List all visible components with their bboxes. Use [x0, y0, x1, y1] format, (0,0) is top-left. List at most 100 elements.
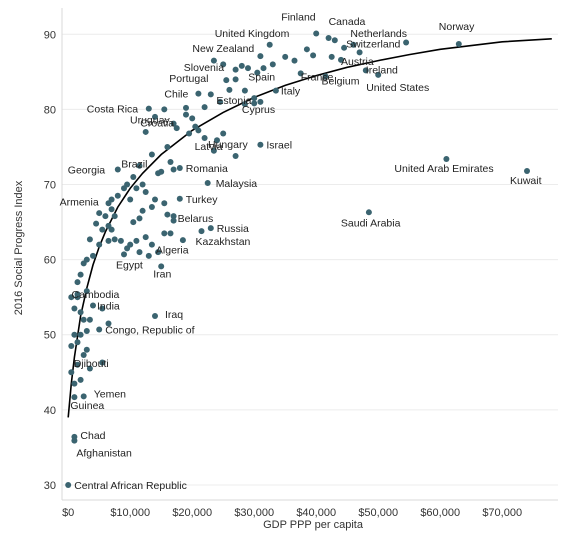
data-point-labeled [201, 134, 208, 141]
data-point [201, 104, 208, 111]
data-point-labeled [241, 101, 248, 108]
point-label: Belarus [178, 213, 214, 225]
data-point [189, 115, 196, 122]
data-point [170, 120, 177, 127]
data-point [80, 316, 87, 323]
data-point-labeled [80, 393, 87, 400]
data-point [99, 305, 106, 312]
data-point [269, 61, 276, 68]
data-point [173, 125, 180, 132]
data-point [207, 91, 214, 98]
data-point [142, 234, 149, 241]
point-label: Ireland [366, 64, 398, 76]
data-point-labeled [96, 326, 103, 333]
y-axis-title: 2016 Social Progress Index [13, 180, 25, 315]
point-label: United Arab Emirates [394, 163, 493, 175]
point-label: Netherlands [350, 28, 407, 40]
data-point [210, 57, 217, 64]
data-point [148, 204, 155, 211]
point-label: Armenia [60, 196, 99, 208]
data-point-labeled [65, 481, 72, 488]
point-label: Italy [281, 86, 301, 98]
data-point-labeled [90, 302, 96, 309]
data-point [77, 271, 84, 278]
point-label: Spain [248, 72, 275, 84]
data-point-labeled [455, 41, 462, 48]
data-point [105, 320, 112, 327]
data-point-labeled [148, 241, 155, 248]
data-point-labeled [71, 394, 78, 401]
data-point [155, 249, 162, 256]
data-point-labeled [214, 137, 220, 144]
point-label: Cyprus [242, 104, 275, 116]
data-point [152, 196, 158, 203]
point-label: Austria [341, 56, 374, 68]
point-label: Georgia [68, 164, 106, 176]
data-point [133, 185, 140, 192]
data-point [328, 53, 335, 60]
data-point [130, 219, 137, 226]
data-point [303, 46, 310, 53]
data-point [232, 66, 239, 73]
data-point [99, 226, 106, 233]
y-tick-label: 80 [44, 104, 56, 116]
data-point-labeled [257, 53, 264, 60]
data-point-labeled [403, 39, 410, 46]
data-point-labeled [322, 73, 329, 80]
data-point [142, 189, 149, 196]
data-point [220, 61, 227, 68]
data-point [232, 76, 239, 83]
data-point-labeled [238, 62, 245, 69]
data-point-labeled [266, 41, 273, 48]
x-axis-title: GDP PPP per capita [263, 519, 364, 531]
data-point-labeled [183, 111, 189, 118]
data-point-labeled [272, 87, 279, 94]
data-point [136, 162, 143, 169]
data-point-labeled [313, 30, 320, 37]
point-label: United States [366, 82, 429, 94]
point-label: Belgium [322, 75, 360, 87]
point-label: Uruguay [130, 115, 170, 127]
data-point-labeled [375, 71, 382, 78]
point-label: Israel [266, 140, 292, 152]
point-label: Russia [217, 223, 249, 235]
data-point-labeled [365, 209, 372, 216]
data-point [217, 98, 224, 105]
data-point [68, 369, 75, 376]
data-point-labeled [192, 123, 199, 130]
data-point [86, 316, 93, 323]
data-point [71, 380, 78, 387]
point-label: Finland [281, 12, 316, 24]
data-point [186, 130, 193, 137]
data-point [167, 158, 174, 165]
y-tick-label: 30 [44, 480, 56, 492]
data-point-labeled [152, 312, 158, 319]
x-axis-ticks: $0 $10,000 $20,000 $30,000 $40,000 $50,000 $60… [62, 507, 522, 519]
point-label: Algeria [156, 245, 189, 257]
data-point [356, 49, 363, 56]
data-point [90, 252, 96, 259]
data-point-labeled [297, 70, 304, 77]
point-label: Portugal [169, 73, 208, 85]
data-point-labeled [145, 105, 152, 112]
trend-line [67, 38, 552, 418]
x-tick-label: $20,000 [172, 507, 212, 519]
data-point [124, 245, 131, 252]
data-point-labeled [74, 291, 81, 298]
data-point-labeled [254, 69, 261, 76]
data-point [121, 185, 127, 192]
point-label: Chile [164, 89, 188, 101]
x-tick-label: $10,000 [110, 507, 150, 519]
data-point-labeled [195, 90, 202, 97]
data-point [102, 213, 109, 220]
data-point-labeled [443, 155, 450, 162]
data-point [83, 288, 90, 295]
data-point [164, 143, 171, 150]
data-point [130, 174, 137, 181]
point-label: Djibouti [74, 358, 109, 370]
data-point [83, 346, 90, 353]
data-point [77, 331, 84, 338]
point-label: Switzerland [346, 39, 400, 51]
data-point [133, 237, 140, 244]
point-label: Brazil [121, 159, 147, 171]
